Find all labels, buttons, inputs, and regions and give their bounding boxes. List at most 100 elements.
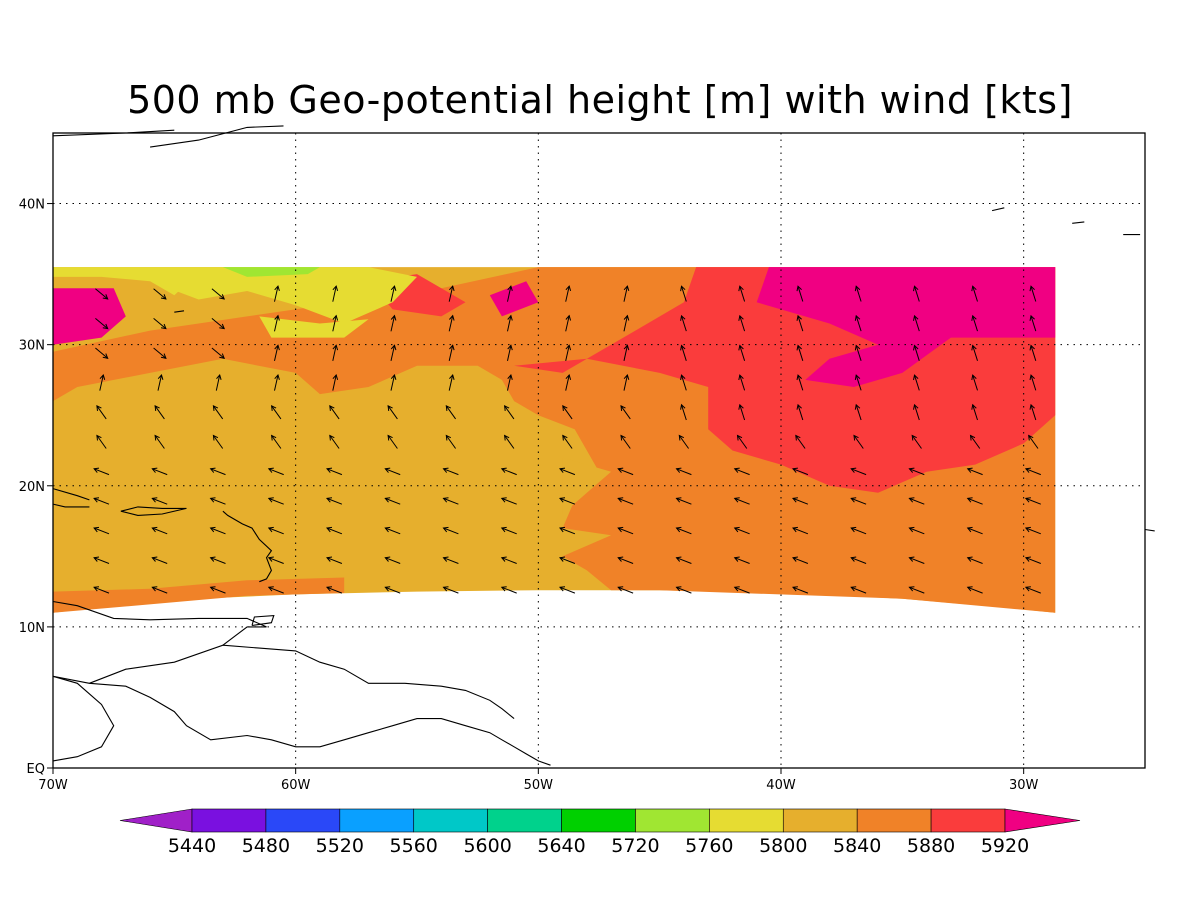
wind-arrow bbox=[332, 373, 339, 391]
wind-arrow-shaft bbox=[95, 347, 109, 359]
wind-arrow bbox=[565, 344, 572, 362]
wind-arrow-shaft bbox=[274, 374, 279, 391]
wind-arrow bbox=[908, 556, 925, 564]
wind-arrow-head bbox=[390, 285, 397, 292]
wind-arrow-shaft bbox=[385, 497, 401, 505]
coastline-segment bbox=[52, 675, 115, 762]
wind-arrow-head bbox=[623, 285, 630, 292]
wind-arrow bbox=[623, 373, 630, 391]
wind-arrow-head bbox=[390, 314, 397, 321]
wind-arrow-head bbox=[733, 497, 740, 503]
wind-arrow-head bbox=[1024, 497, 1031, 503]
wind-arrow bbox=[733, 497, 750, 505]
wind-arrow bbox=[680, 285, 687, 302]
wind-arrow-shaft bbox=[676, 527, 692, 535]
wind-arrow bbox=[559, 467, 576, 476]
wind-arrow-head bbox=[1024, 586, 1031, 592]
coastline-segment bbox=[1144, 528, 1155, 532]
wind-arrow bbox=[971, 285, 978, 302]
wind-arrow bbox=[500, 586, 517, 594]
wind-arrow bbox=[966, 586, 983, 594]
wind-arrow bbox=[500, 556, 517, 564]
wind-arrow-shaft bbox=[967, 468, 983, 476]
wind-arrow bbox=[442, 526, 459, 535]
wind-arrow-shaft bbox=[972, 404, 978, 421]
wind-arrow-shaft bbox=[211, 288, 225, 300]
wind-arrow-shaft bbox=[152, 527, 168, 535]
wind-arrow-shaft bbox=[559, 557, 576, 564]
wind-arrow-head bbox=[219, 323, 226, 330]
band-5960-west bbox=[53, 288, 126, 345]
wind-arrow bbox=[559, 586, 576, 594]
wind-arrow-shaft bbox=[448, 345, 454, 362]
wind-arrow-shaft bbox=[618, 557, 634, 564]
wind-arrow bbox=[796, 403, 804, 421]
wind-arrow-shaft bbox=[681, 345, 687, 361]
wind-arrow-shaft bbox=[618, 586, 634, 594]
wind-arrow bbox=[387, 434, 398, 449]
wind-arrow-shaft bbox=[212, 435, 224, 449]
wind-arrow bbox=[680, 344, 687, 361]
wind-arrow bbox=[390, 344, 397, 362]
wind-arrow-head bbox=[93, 556, 100, 562]
coastline-segment bbox=[150, 125, 284, 148]
wind-arrow-head bbox=[154, 434, 160, 441]
wind-arrow-head bbox=[971, 344, 977, 351]
colorbar-level-label: 5560 bbox=[390, 835, 438, 857]
wind-arrow bbox=[442, 556, 459, 564]
wind-arrow bbox=[154, 405, 165, 420]
wind-arrow bbox=[559, 497, 576, 505]
wind-arrow bbox=[209, 526, 226, 535]
wind-arrow-shaft bbox=[914, 286, 920, 302]
wind-arrow bbox=[270, 405, 282, 420]
wind-arrow-head bbox=[503, 405, 510, 411]
wind-arrow-shaft bbox=[623, 315, 628, 332]
wind-arrow bbox=[675, 586, 692, 594]
wind-arrow-head bbox=[267, 526, 274, 533]
coastline-segment bbox=[120, 506, 187, 516]
wind-arrow-head bbox=[623, 373, 630, 380]
wind-arrow-head bbox=[160, 294, 167, 300]
wind-arrow-shaft bbox=[855, 345, 862, 361]
wind-arrow-shaft bbox=[501, 527, 517, 535]
wind-arrow-shaft bbox=[212, 405, 224, 420]
colorbar-box bbox=[413, 808, 488, 833]
wind-arrow-head bbox=[913, 314, 919, 321]
wind-arrow-head bbox=[500, 497, 507, 503]
wind-arrow-head bbox=[326, 556, 333, 562]
wind-arrow bbox=[326, 556, 343, 564]
wind-arrow bbox=[500, 467, 517, 476]
wind-arrow-shaft bbox=[734, 557, 750, 564]
wind-arrow bbox=[154, 434, 165, 449]
wind-arrow-shaft bbox=[443, 497, 459, 505]
wind-arrow-shaft bbox=[676, 586, 692, 594]
wind-arrow-head bbox=[151, 497, 158, 503]
wind-arrow bbox=[562, 434, 573, 449]
wind-arrow-head bbox=[99, 373, 106, 380]
wind-arrow-shaft bbox=[676, 557, 692, 564]
wind-arrow-head bbox=[796, 285, 802, 292]
band-5800-patch bbox=[259, 316, 369, 338]
wind-arrow-head bbox=[212, 434, 219, 441]
wind-arrow-head bbox=[96, 434, 102, 441]
wind-arrow-shaft bbox=[93, 557, 110, 564]
wind-arrow-head bbox=[267, 497, 274, 503]
wind-arrow-shaft bbox=[681, 404, 687, 421]
colorbar-level-label: 5920 bbox=[981, 835, 1029, 857]
wind-arrow-head bbox=[274, 285, 280, 292]
wind-arrow-head bbox=[500, 556, 507, 562]
wind-arrow-shaft bbox=[93, 527, 110, 535]
wind-arrow-head bbox=[617, 526, 624, 533]
wind-arrow-head bbox=[675, 467, 682, 473]
wind-arrow bbox=[971, 314, 978, 332]
wind-arrow-head bbox=[507, 344, 513, 351]
wind-arrow-head bbox=[102, 353, 109, 359]
wind-arrow bbox=[850, 497, 867, 505]
wind-arrow-shaft bbox=[562, 435, 573, 449]
wind-arrow bbox=[680, 374, 687, 391]
wind-arrow bbox=[211, 288, 226, 300]
wind-arrow-head bbox=[445, 405, 452, 411]
wind-arrow-head bbox=[390, 373, 397, 380]
wind-arrow-head bbox=[908, 526, 915, 533]
wind-arrow bbox=[850, 467, 867, 476]
